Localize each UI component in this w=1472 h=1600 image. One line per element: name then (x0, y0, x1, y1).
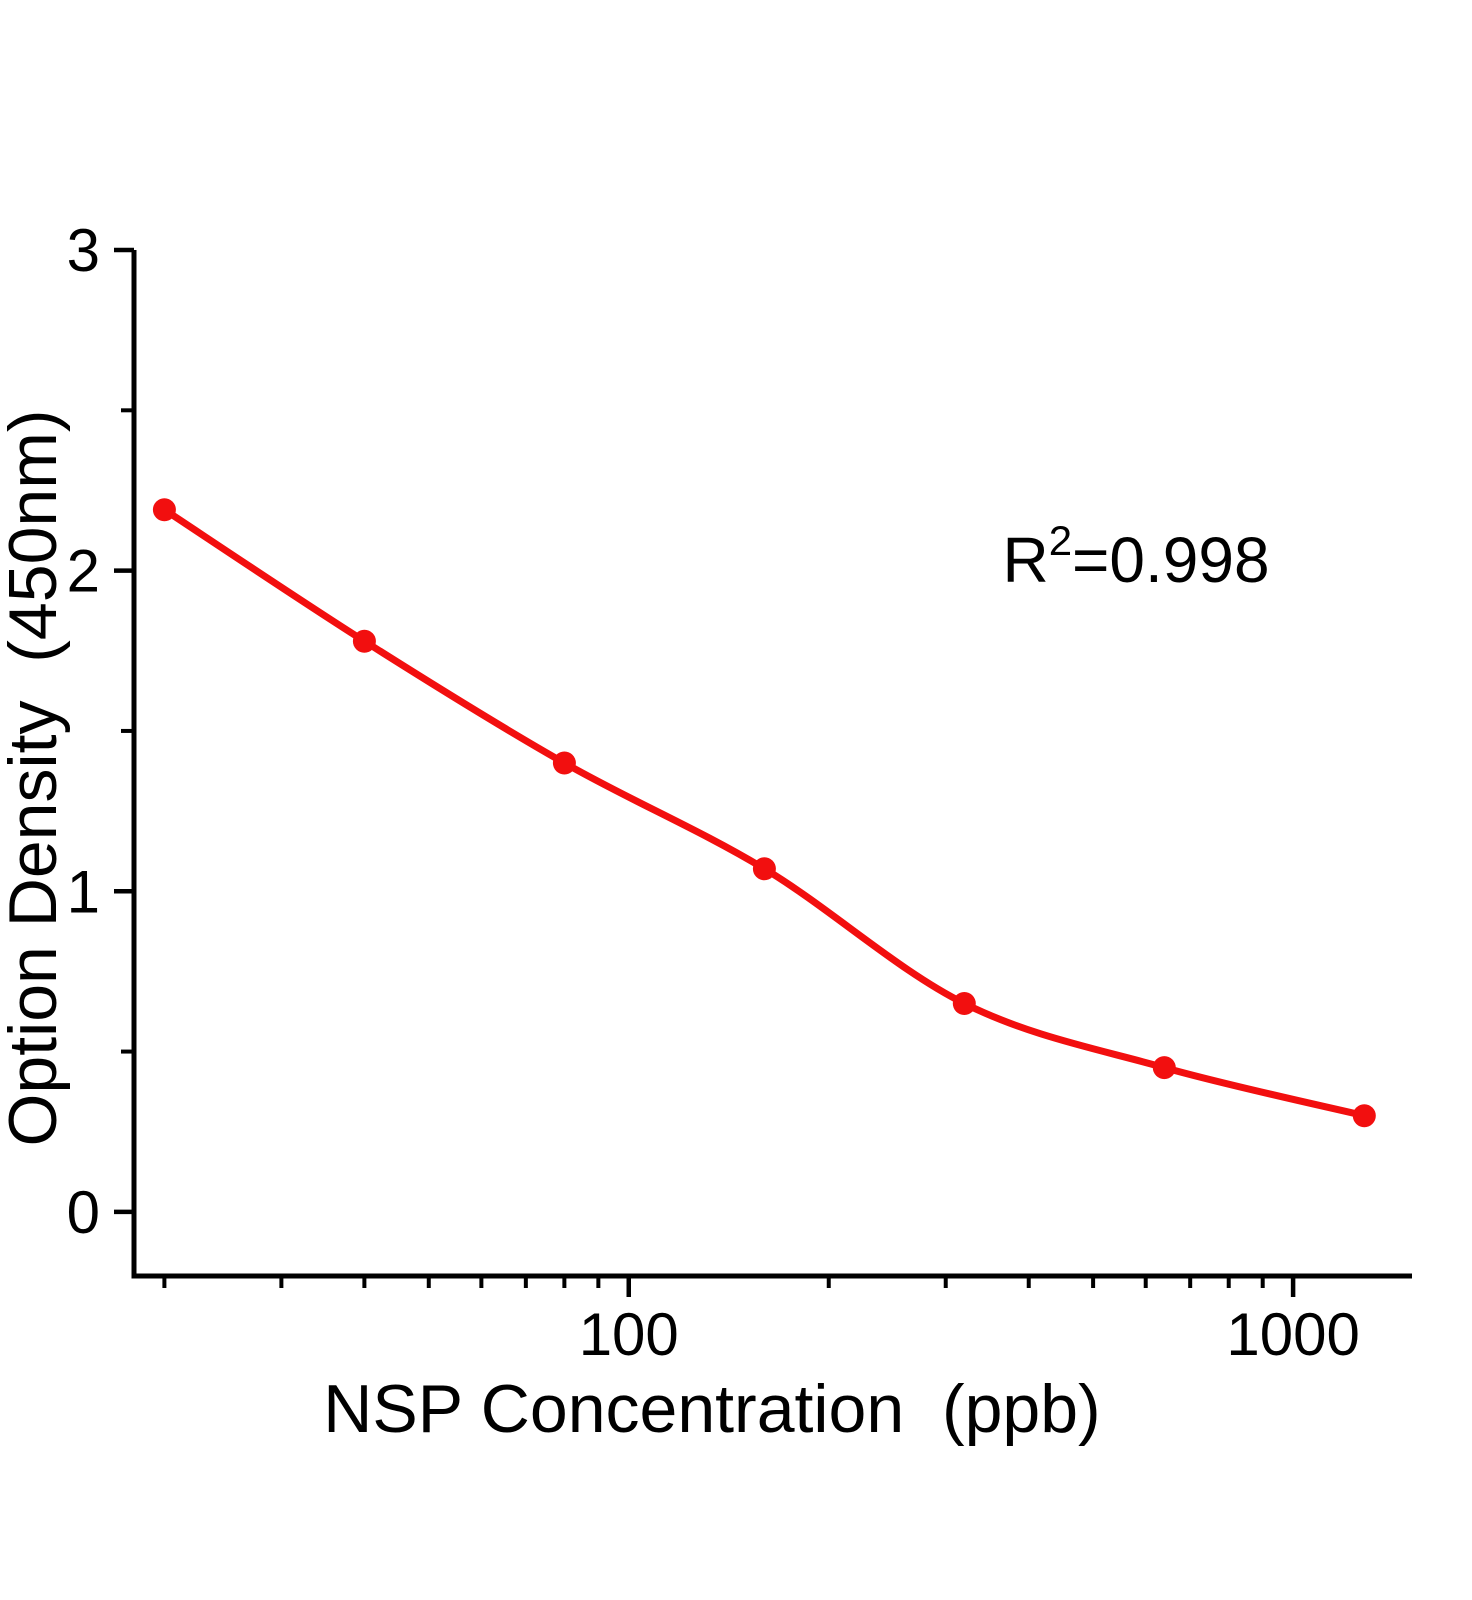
axis-spine (131, 250, 1412, 1279)
tick-labels: 0 1 2 3 100 1000 (67, 217, 1360, 1368)
data-point (352, 629, 376, 653)
r-squared-base: R (1002, 524, 1048, 596)
axes (131, 250, 1412, 1279)
x-tick-label: 100 (579, 1301, 679, 1368)
fitted-curve (160, 506, 1368, 1120)
axis-ticks (114, 247, 1296, 1297)
data-point (152, 498, 176, 522)
r-squared-superscript: 2 (1049, 517, 1072, 564)
data-point (1352, 1104, 1376, 1128)
data-point (952, 992, 976, 1015)
x-tick-label: 1000 (1226, 1301, 1359, 1368)
r-squared-value: =0.998 (1072, 524, 1270, 596)
data-point (552, 751, 576, 775)
data-series (152, 498, 1376, 1128)
y-tick-label: 0 (67, 1179, 100, 1246)
y-axis-title: Option Density (450nm) (0, 410, 71, 1147)
y-tick-label: 2 (67, 538, 100, 605)
r-squared-annotation: R2=0.998 (878, 517, 1358, 596)
y-tick-label: 1 (67, 858, 100, 925)
data-point (1152, 1056, 1176, 1080)
x-axis-title: NSP Concentration (ppb) (323, 1371, 1100, 1447)
y-tick-label: 3 (67, 217, 100, 284)
data-point (752, 857, 776, 881)
